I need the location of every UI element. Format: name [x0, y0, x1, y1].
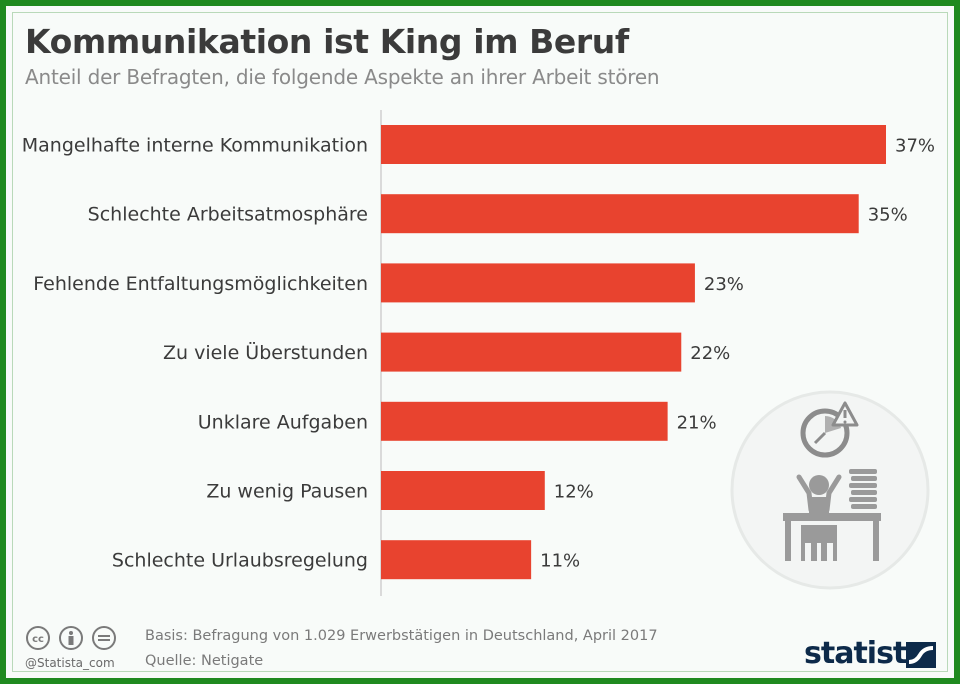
- bar: [381, 471, 545, 510]
- by-icon: [59, 626, 83, 650]
- category-label: Schlechte Arbeitsatmosphäre: [88, 204, 368, 226]
- statista-logo-mark-icon: [906, 642, 936, 668]
- chart-title: Kommunikation ist King im Beruf: [25, 22, 629, 61]
- twitter-handle[interactable]: @Statista_com: [25, 656, 115, 670]
- bar: [381, 540, 532, 580]
- footer-basis: Basis: Befragung von 1.029 Erwerbstätige…: [145, 628, 658, 644]
- bar: [381, 263, 695, 303]
- value-label: 21%: [677, 412, 717, 433]
- category-label: Schlechte Urlaubsregelung: [112, 550, 368, 572]
- category-label: Fehlende Entfaltungsmöglichkeiten: [33, 273, 368, 295]
- stressed-worker-icon: [730, 390, 930, 590]
- chart-subtitle: Anteil der Befragten, die folgende Aspek…: [25, 65, 660, 89]
- bar: [381, 401, 668, 441]
- license-icons: cc: [26, 626, 116, 650]
- value-label: 22%: [690, 343, 730, 364]
- cc-icon: cc: [26, 626, 50, 650]
- svg-text:cc: cc: [32, 634, 44, 645]
- bar: [381, 125, 886, 164]
- category-label: Unklare Aufgaben: [198, 411, 368, 433]
- footer-source: Quelle: Netigate: [145, 653, 264, 669]
- category-label: Zu viele Überstunden: [163, 341, 368, 364]
- bar: [381, 332, 682, 372]
- value-label: 37%: [895, 136, 935, 157]
- category-label: Mangelhafte interne Kommunikation: [22, 135, 368, 157]
- nd-icon: [92, 626, 116, 650]
- value-label: 35%: [868, 205, 908, 226]
- value-label: 12%: [554, 482, 594, 503]
- bar: [381, 194, 859, 234]
- value-label: 23%: [704, 274, 744, 295]
- category-label: Zu wenig Pausen: [206, 481, 368, 503]
- value-label: 11%: [540, 551, 580, 572]
